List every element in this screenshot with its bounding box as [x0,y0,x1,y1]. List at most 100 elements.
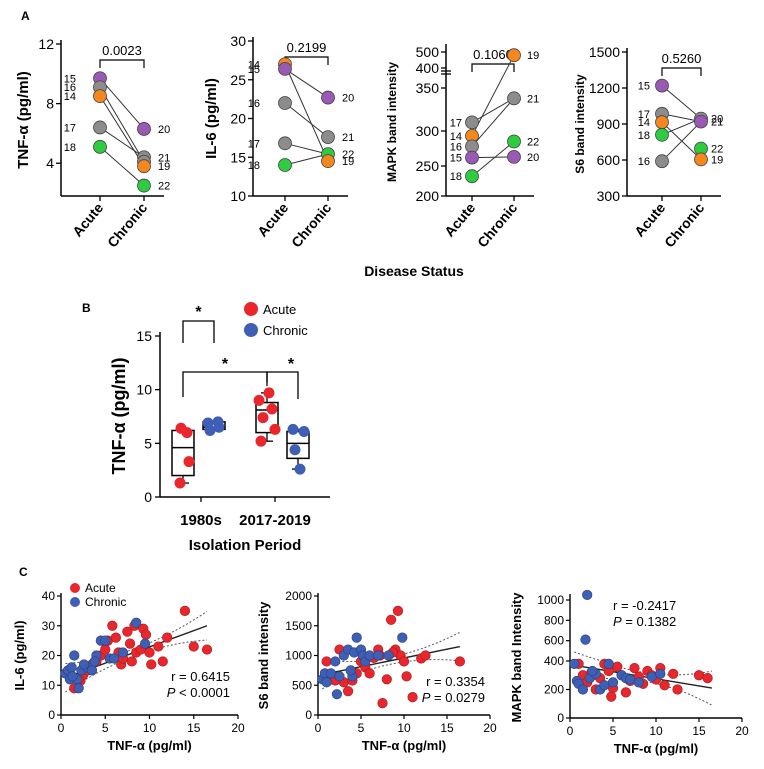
chronic-point [321,154,335,169]
x-tick-label: Chronic [104,199,150,250]
chronic-point [321,90,335,105]
correlation-r: r = 0.3354 [426,674,485,689]
chronic-point [137,178,151,193]
sample-id-label: 17 [638,109,650,121]
acute-point [93,89,107,104]
significance-star: * [222,356,229,373]
y-axis-title: IL-6 (pg/ml) [203,78,220,159]
chronic-point [599,680,610,691]
y-tick-label: 30 [230,33,246,49]
x-tick-label: Acute [441,199,478,239]
pair-line [99,86,145,162]
p-symbol: P [422,690,431,705]
acute-point [153,641,164,652]
chronic-point [100,635,111,646]
pair-line [99,127,145,158]
acute-point [702,672,713,684]
x-tick-label: 20 [231,721,245,735]
acute-point [392,605,404,616]
chronic-point [137,159,151,174]
y-tick-label: 10 [136,382,152,398]
acute-point [100,644,111,655]
acute-point [659,680,670,691]
acute-point [122,626,133,637]
pair-line [99,146,145,186]
data-point [255,435,267,447]
regression-line [322,645,461,676]
acute-point [144,647,155,658]
y-tick-label: 0 [305,708,312,722]
sample-id-label: 15 [638,81,650,93]
data-point [294,463,306,475]
sample-id-label: 19 [342,156,354,168]
significance-star: * [195,304,202,321]
sample-id-label: 14 [450,131,462,143]
chronic-point [625,674,636,685]
acute-point [110,632,121,643]
sample-id-label: 22 [342,149,354,161]
acute-point [179,605,190,616]
data-point [202,417,214,429]
significance-bracket [661,67,702,76]
acute-point [668,668,679,679]
sample-id-label: 20 [711,114,723,126]
data-point [263,387,275,399]
sample-id-label: 16 [450,141,462,153]
legend-marker [70,583,80,593]
chronic-point [69,650,80,661]
acute-point [107,620,118,631]
y-tick-label: 15 [230,149,246,165]
pair-line [99,95,145,167]
p-value-label: 0.2199 [287,40,327,55]
acute-point [612,661,623,672]
y-tick-label: 40 [42,589,56,603]
sample-id-label: 14 [638,117,650,129]
acute-point [454,656,466,667]
acute-point [377,697,388,709]
p-value-label: 0.5260 [662,51,702,66]
sample-id-label: 15 [64,73,76,85]
sample-id-label: 16 [248,98,260,110]
x-tick-label: Acute [69,199,106,239]
sample-id-label: 20 [527,152,539,164]
chronic-point [694,152,708,167]
x-tick-label: 15 [187,721,201,735]
acute-point [655,154,669,169]
y-tick-label: 500 [292,678,312,692]
chronic-point [633,677,644,688]
sample-id-label: 22 [158,181,170,193]
acute-point [93,139,107,154]
sample-id-label: 20 [158,124,170,136]
correlation-p: P = 0.0279 [422,690,485,705]
x-tick-label: Chronic [288,199,334,250]
acute-point [93,120,107,135]
chronic-point [331,689,343,700]
sample-id-label: 21 [158,152,170,164]
acute-point [278,62,292,76]
data-point [212,416,224,428]
legend-label: Acute [263,302,296,317]
chronic-point [89,656,100,667]
x-tick-label: 10 [397,721,411,735]
y-tick-label: 1500 [285,619,312,633]
y-tick-label: 30 [42,619,56,633]
significance-bracket [471,63,515,72]
chronic-point [507,48,521,63]
chronic-point [694,114,708,129]
chronic-point [577,684,589,695]
pair-line [661,121,702,162]
data-point [266,403,278,415]
acute-point [465,150,479,165]
data-point [257,412,269,424]
legend-marker [70,597,80,607]
significance-star: * [288,356,295,373]
y-tick-label: 300 [416,123,440,139]
y-tick-label: 10 [42,678,56,692]
acute-point [278,158,292,172]
correlation-r: r = 0.6415 [171,669,230,684]
acute-point [343,686,354,697]
pair-line [284,153,329,166]
chronic-point [325,668,337,679]
